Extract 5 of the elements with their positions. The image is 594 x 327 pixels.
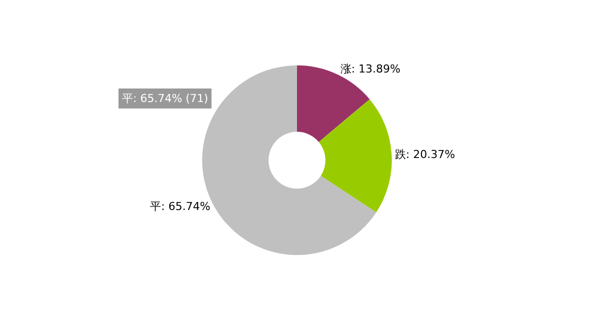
slice-label: 跌: 20.37% <box>394 148 456 162</box>
slice-label: 平: 65.74% <box>150 200 210 214</box>
slice-label: 涨: 13.89% <box>340 62 400 76</box>
donut-slice <box>318 99 392 212</box>
text: 平: 65.74% (71) <box>122 92 208 105</box>
